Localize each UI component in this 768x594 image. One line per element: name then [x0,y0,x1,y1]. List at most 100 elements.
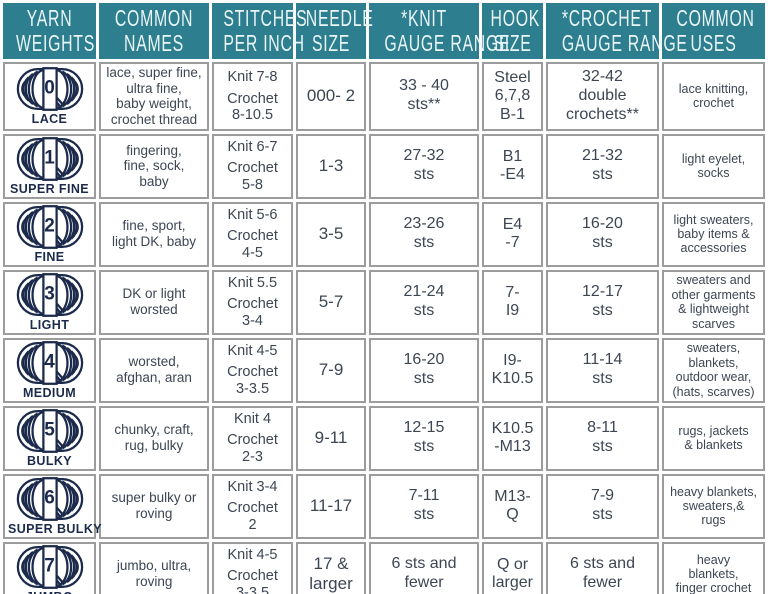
yarn-ball-graphic [16,66,83,111]
common-names-cell: chunky, craft, rug, bulky [99,405,209,471]
needle-size-cell: 7-9 [296,337,366,403]
header-label: *KNIT GAUGE RANGE [384,5,511,57]
table-row-super-bulky: 6 SUPER BULKY super bulky or roving Knit… [3,473,765,539]
yarn-weight-number: 2 [44,215,55,237]
hook-size-cell: B1 -E4 [482,133,543,199]
header-label: *CROCHET GAUGE RANGE [561,5,688,57]
header-label: HOOK SIZE [490,5,541,57]
yarn-weight-cell: 1 SUPER FINE [3,133,96,199]
crochet-gauge-cell: 32-42 double crochets** [546,62,659,131]
needle-size-cell: 5-7 [296,269,366,335]
crochet-sts-value: Crochet 3-3.5 [227,364,278,397]
yarn-category-label: LACE [31,111,68,126]
stitches-per-inch-cell: Knit 4-5 Crochet 3-3.5 [212,541,293,594]
hook-size-cell: M13- Q [482,473,543,539]
crochet-sts-value: Crochet 8-10.5 [227,90,278,123]
header-label: COMMON USES [676,5,755,57]
knit-gauge-cell: 6 sts and fewer [369,541,479,594]
common-names-cell: super bulky or roving [99,473,209,539]
yarn-weight-cell: 6 SUPER BULKY [3,473,102,539]
stitches-per-inch-cell: Knit 4 Crochet 2-3 [212,405,293,471]
crochet-sts-value: Crochet 2 [227,500,278,533]
header-label: STITCHES PER INCH [223,5,308,57]
yarn-ball-graphic [16,476,83,521]
knit-gauge-cell: 23-26 sts [369,201,479,267]
knit-sts-value: Knit 4-5 [227,547,278,564]
yarn-category-label: LIGHT [29,317,70,332]
yarn-weight-number: 5 [44,419,55,441]
yarn-skein-icon: 0 [16,66,84,111]
yarn-skein-icon: 1 [16,136,84,181]
hook-size-cell: I9- K10.5 [482,337,543,403]
yarn-weight-number: 6 [44,487,55,509]
needle-size-cell: 11-17 [296,473,366,539]
hook-size-cell: K10.5 -M13 [482,405,543,471]
crochet-gauge-cell: 8-11 sts [546,405,659,471]
knit-sts-value: Knit 4-5 [227,343,278,360]
yarn-skein-icon: 5 [16,408,84,453]
knit-gauge-cell: 16-20 sts [369,337,479,403]
common-uses-cell: heavy blankets, sweaters,& rugs [662,473,765,539]
crochet-sts-value: Crochet 3-3.5 [227,568,278,594]
common-uses-cell: sweaters, blankets, outdoor wear, (hats,… [662,337,765,403]
yarn-weight-number: 4 [44,351,55,373]
col-header-hook-size: HOOK SIZE [482,3,543,59]
yarn-ball-graphic [16,408,83,453]
header-row: YARN WEIGHTS COMMON NAMES STITCHES PER I… [3,3,765,59]
yarn-skein-icon: 4 [16,340,84,385]
crochet-gauge-cell: 6 sts and fewer [546,541,659,594]
yarn-category-label: SUPER BULKY [8,521,102,536]
common-uses-cell: sweaters and other garments & lightweigh… [662,269,765,335]
stitches-per-inch-cell: Knit 7-8 Crochet 8-10.5 [212,62,293,131]
crochet-sts-value: Crochet 2-3 [227,432,278,465]
yarn-category-label: BULKY [26,453,73,468]
crochet-sts-value: Crochet 4-5 [227,228,278,261]
stitches-per-inch-cell: Knit 5-6 Crochet 4-5 [212,201,293,267]
common-names-cell: worsted, afghan, aran [99,337,209,403]
crochet-gauge-cell: 11-14 sts [546,337,659,403]
yarn-skein-icon: 2 [16,204,84,249]
yarn-ball-graphic [16,204,83,249]
common-names-cell: jumbo, ultra, roving [99,541,209,594]
table-row-super-fine: 1 SUPER FINE fingering, fine, sock, baby… [3,133,765,199]
common-uses-cell: light sweaters, baby items & accessories [662,201,765,267]
hook-size-cell: 7- I9 [482,269,543,335]
yarn-weight-cell: 0 LACE [3,62,96,131]
table-row-medium: 4 MEDIUM worsted, afghan, aran Knit 4-5 … [3,337,765,403]
col-header-crochet-gauge-range: *CROCHET GAUGE RANGE [546,3,688,59]
hook-size-cell: E4 -7 [482,201,543,267]
knit-gauge-cell: 27-32 sts [369,133,479,199]
crochet-gauge-cell: 7-9 sts [546,473,659,539]
knit-sts-value: Knit 3-4 [227,479,278,496]
crochet-gauge-cell: 12-17 sts [546,269,659,335]
yarn-weight-cell: 2 FINE [3,201,96,267]
needle-size-cell: 17 & larger [296,541,366,594]
knit-sts-value: Knit 5-6 [227,207,278,224]
yarn-weight-cell: 7 JUMBO [3,541,96,594]
col-header-common-uses: COMMON USES [662,3,765,59]
table-row-light: 3 LIGHT DK or light worsted Knit 5.5 Cro… [3,269,765,335]
table-row-fine: 2 FINE fine, sport, light DK, baby Knit … [3,201,765,267]
yarn-weight-number: 7 [44,555,55,577]
yarn-ball-graphic [16,340,83,385]
yarn-skein-icon: 3 [16,272,84,317]
common-uses-cell: light eyelet, socks [662,133,765,199]
knit-sts-value: Knit 5.5 [227,275,278,292]
stitches-per-inch-cell: Knit 5.5 Crochet 3-4 [212,269,293,335]
crochet-sts-value: Crochet 5-8 [227,160,278,193]
needle-size-cell: 1-3 [296,133,366,199]
common-names-cell: fingering, fine, sock, baby [99,133,209,199]
common-uses-cell: rugs, jackets & blankets [662,405,765,471]
knit-gauge-cell: 33 - 40 sts** [369,62,479,131]
yarn-weight-number: 1 [44,147,55,169]
yarn-skein-icon: 6 [16,476,84,521]
knit-gauge-cell: 21-24 sts [369,269,479,335]
table-header: YARN WEIGHTS COMMON NAMES STITCHES PER I… [3,3,765,59]
table-row-bulky: 5 BULKY chunky, craft, rug, bulky Knit 4… [3,405,765,471]
yarn-category-label: JUMBO [8,590,91,594]
hook-size-cell: Q or larger [482,541,543,594]
yarn-category-label: MEDIUM [22,385,77,400]
crochet-gauge-cell: 16-20 sts [546,201,659,267]
yarn-ball-graphic [16,136,83,181]
